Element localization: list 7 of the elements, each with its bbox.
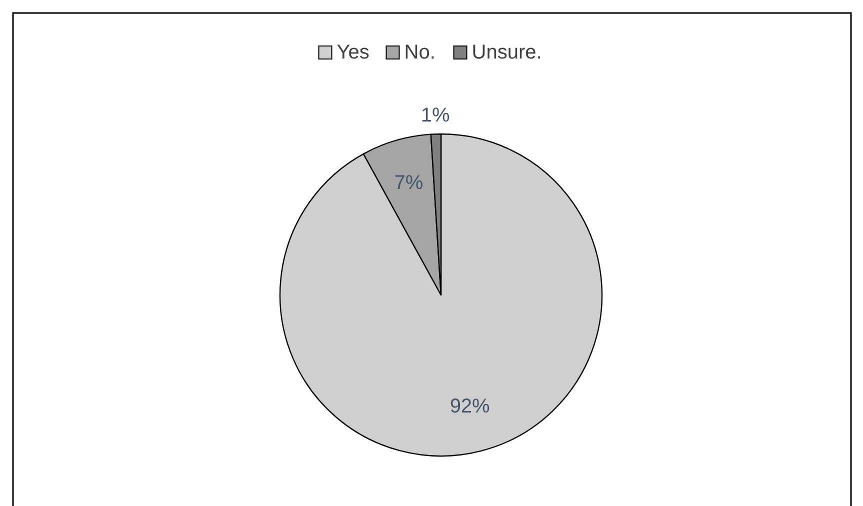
legend-label: No. — [404, 41, 436, 64]
pie-slice — [280, 133, 603, 456]
data-label: 7% — [394, 172, 424, 194]
legend-label: Yes — [336, 41, 370, 64]
data-label: 92% — [450, 396, 490, 418]
legend-label: Unsure. — [472, 41, 542, 64]
data-label: 1% — [420, 104, 450, 126]
